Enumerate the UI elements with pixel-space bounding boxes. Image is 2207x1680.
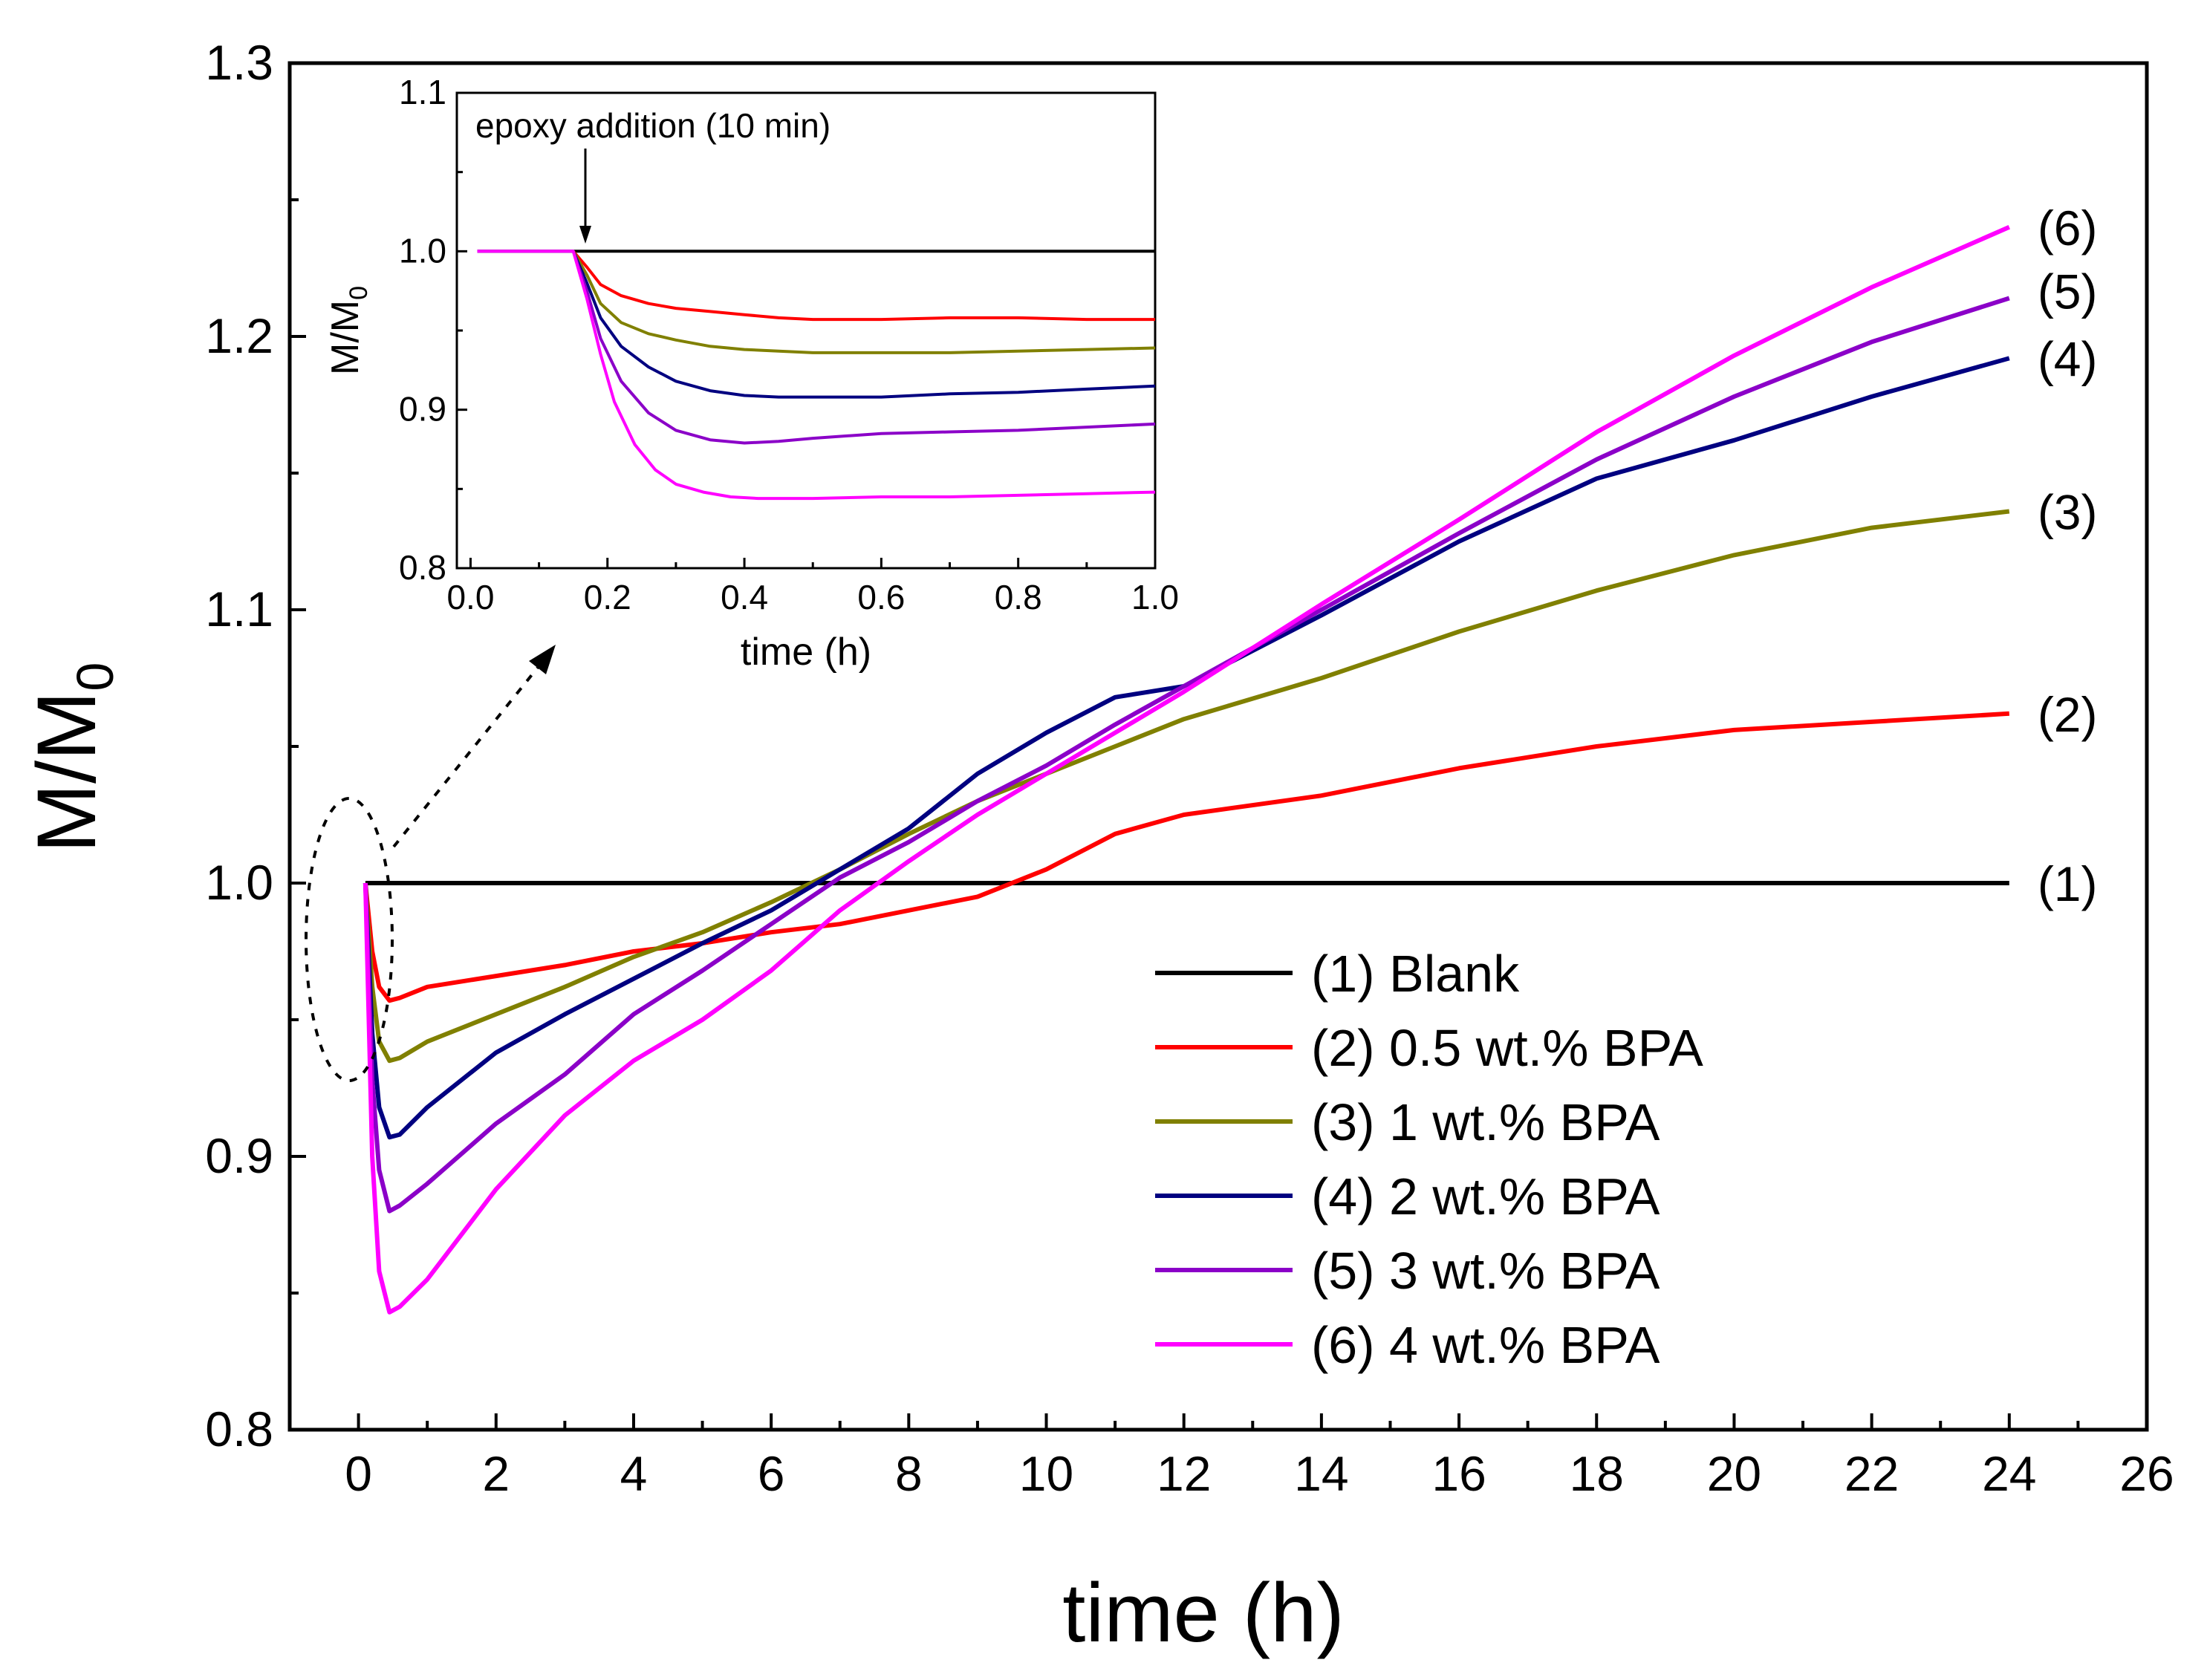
- inset-series-line-i5: [477, 250, 1156, 445]
- series-line-s6: [363, 225, 2011, 1315]
- inset-y-axis-title-sub: 0: [345, 286, 373, 300]
- inset-x-tick-label: 0.6: [857, 578, 905, 616]
- curve-label-s4: (4): [2038, 331, 2098, 386]
- inset-y-tick-label: 1.1: [399, 73, 446, 111]
- main-y-axis: 0.8 0.9 1.0 1.1 1.2 1.3: [205, 35, 306, 1456]
- zoom-pointer-arrowhead: [529, 645, 556, 674]
- main-x-tick-label: 10: [1019, 1446, 1073, 1501]
- legend-label-s4: (4) 2 wt.% BPA: [1311, 1168, 1660, 1225]
- epoxy-addition-annotation: epoxy addition (10 min): [475, 106, 831, 145]
- main-y-tick-label: 1.0: [205, 855, 273, 910]
- main-x-tick-label: 16: [1431, 1446, 1486, 1501]
- inset-x-tick-label: 0.0: [446, 578, 494, 616]
- main-y-axis-title-base: M/M: [20, 691, 113, 853]
- inset-y-axis-title: M/M0: [324, 286, 373, 375]
- inset-series-line-i2: [477, 250, 1155, 322]
- zoom-pointer-line: [392, 656, 547, 848]
- inset-series-line-i3: [477, 250, 1156, 354]
- main-y-tick-label: 0.8: [205, 1401, 273, 1456]
- inset-x-tick-label: 0.8: [995, 578, 1042, 616]
- inset-series-line-i4: [477, 250, 1156, 399]
- inset-y-tick-label: 1.0: [399, 231, 446, 270]
- legend: (1) Blank (2) 0.5 wt.% BPA (3) 1 wt.% BPA (…: [1155, 945, 1703, 1374]
- inset-y-axis-title-base: M/M: [324, 300, 367, 375]
- curve-label-s2: (2): [2038, 687, 2098, 742]
- zoom-region-ellipse: [305, 797, 394, 1082]
- legend-label-s5: (5) 3 wt.% BPA: [1311, 1242, 1660, 1300]
- main-x-tick-label: 24: [1982, 1446, 2036, 1501]
- inset-series-group: [477, 250, 1156, 501]
- main-x-tick-label: 2: [482, 1446, 510, 1501]
- curve-label-s6: (6): [2038, 201, 2098, 255]
- main-x-axis-title: time (h): [1062, 1566, 1345, 1659]
- inset-y-tick-label: 0.9: [399, 390, 446, 429]
- main-x-tick-label: 22: [1844, 1446, 1899, 1501]
- series-line-s5: [363, 296, 2010, 1214]
- main-plot: 0.80.91.01.11.21.3 0 2 4 6 8 10 12 14 16 18 20 22 24…: [20, 35, 2174, 1659]
- main-y-tick-label: 1.2: [205, 308, 273, 363]
- legend-label-s1: (1) Blank: [1311, 945, 1520, 1003]
- inset-y-axis: 0.8 0.9 1.0 1.1: [399, 73, 467, 587]
- main-y-tick-label: 1.1: [205, 582, 273, 636]
- main-x-tick-label: 14: [1294, 1446, 1348, 1501]
- series-line-s4: [363, 356, 2010, 1140]
- main-y-axis-title-sub: 0: [66, 662, 124, 691]
- curve-label-s5: (5): [2038, 264, 2098, 319]
- epoxy-addition-arrowhead: [579, 226, 591, 244]
- inset-x-tick-label: 1.0: [1131, 578, 1179, 616]
- main-x-tick-label: 4: [620, 1446, 648, 1501]
- main-x-tick-label: 26: [2119, 1446, 2174, 1501]
- main-x-axis: 0 2 4 6 8 10 12 14 16 18 20 22 24 26: [345, 1413, 2174, 1501]
- main-x-tick-label: 6: [758, 1446, 785, 1501]
- series-line-s2: [363, 711, 2009, 1003]
- legend-label-s6: (6) 4 wt.% BPA: [1311, 1316, 1660, 1374]
- main-series-group: (1) (2) (3) (4) (5) (6): [363, 201, 2098, 1315]
- curve-label-s3: (3): [2038, 485, 2098, 540]
- main-y-tick-label: 1.3: [205, 35, 273, 90]
- main-x-tick-label: 0: [345, 1446, 372, 1501]
- main-y-axis-title: M/M0: [20, 662, 124, 853]
- main-x-tick-label: 12: [1157, 1446, 1211, 1501]
- inset-plot: 0.8 0.9 1.0 1.1 0.0 0.2 0.4 0.6 0.8 1.0 time (h)…: [324, 73, 1179, 674]
- inset-x-axis: 0.0 0.2 0.4 0.6 0.8 1.0: [446, 558, 1179, 616]
- legend-label-s3: (3) 1 wt.% BPA: [1311, 1093, 1660, 1151]
- inset-plot-frame: [455, 91, 1157, 570]
- inset-x-axis-title: time (h): [741, 631, 871, 674]
- main-y-tick-label: 0.9: [205, 1128, 273, 1183]
- main-x-tick-label: 20: [1707, 1446, 1761, 1501]
- legend-label-s2: (2) 0.5 wt.% BPA: [1311, 1019, 1703, 1077]
- curve-label-s1: (1): [2038, 856, 2098, 911]
- main-x-tick-label: 8: [895, 1446, 923, 1501]
- main-x-tick-label: 18: [1570, 1446, 1624, 1501]
- inset-y-tick-label: 0.8: [399, 548, 446, 587]
- inset-series-line-i6: [477, 250, 1156, 501]
- inset-x-tick-label: 0.4: [721, 578, 768, 616]
- inset-x-tick-label: 0.2: [584, 578, 631, 616]
